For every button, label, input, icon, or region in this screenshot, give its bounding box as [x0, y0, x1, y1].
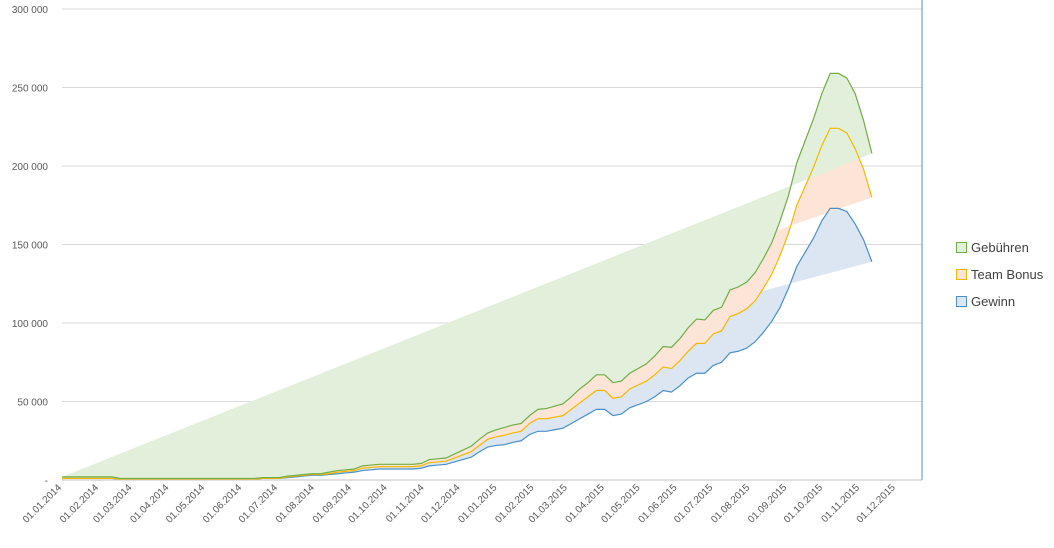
y-tick-label: 100 000 — [12, 319, 49, 330]
gridlines — [62, 8, 922, 402]
y-tick-label: 150 000 — [12, 241, 49, 252]
legend: Gebühren Team Bonus Gewinn — [956, 234, 1043, 315]
legend-swatch-gebuehren — [956, 242, 967, 253]
y-tick-label: 300 000 — [12, 5, 49, 16]
line-team-bonus — [62, 127, 873, 480]
legend-item-team-bonus: Team Bonus — [956, 261, 1043, 288]
x-tick-label: 01.12.2015 — [855, 482, 898, 525]
legend-label-team-bonus: Team Bonus — [971, 267, 1044, 282]
y-tick-label: 250 000 — [12, 84, 49, 95]
legend-label-gewinn: Gewinn — [971, 294, 1016, 309]
x-tick-label: 01.10.2015 — [782, 482, 825, 525]
x-tick-label: 01.10.2014 — [347, 482, 390, 525]
area-gebuehren — [62, 73, 872, 479]
y-tick-label: - — [45, 476, 48, 487]
legend-item-gewinn: Gewinn — [956, 288, 1043, 315]
legend-swatch-gewinn — [956, 296, 967, 307]
legend-label-gebuehren: Gebühren — [971, 240, 1029, 255]
line-gebuehren — [62, 72, 873, 480]
legend-item-gebuehren: Gebühren — [956, 234, 1043, 261]
legend-swatch-team-bonus — [956, 269, 967, 280]
x-tick-labels: 01.01.201401.02.201401.03.201401.04.2014… — [21, 482, 898, 525]
y-tick-label: 200 000 — [12, 162, 49, 173]
y-tick-label: 50 000 — [17, 398, 48, 409]
series-lines — [62, 0, 923, 480]
y-tick-labels: - 50 000 100 000 150 000 200 000 250 000 300 0… — [12, 5, 49, 487]
area-series — [62, 73, 872, 480]
